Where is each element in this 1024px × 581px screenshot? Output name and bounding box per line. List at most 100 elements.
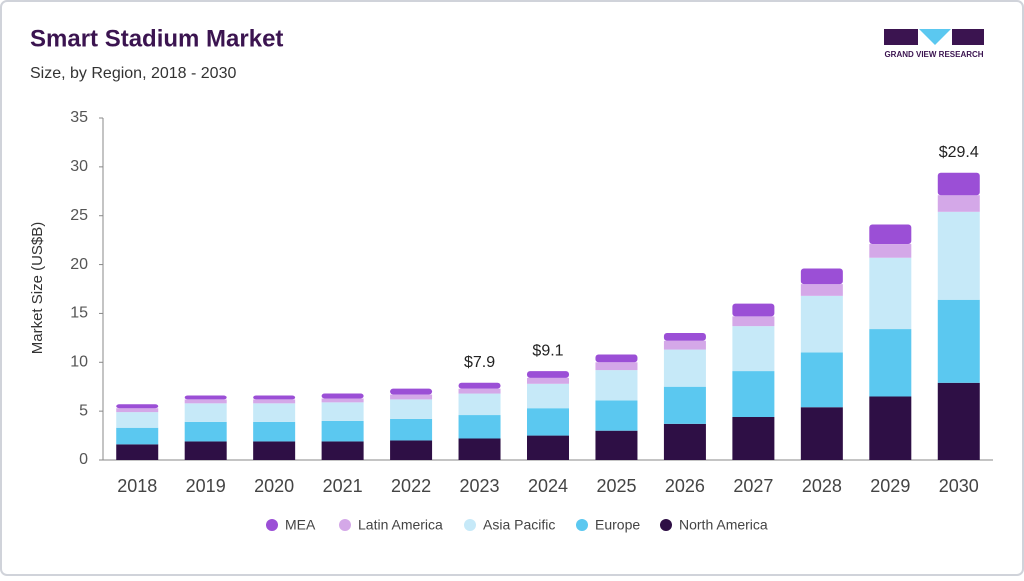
bar-segment	[253, 399, 296, 404]
bar-segment	[527, 377, 569, 384]
logo-block	[952, 29, 984, 45]
bar-segment	[321, 420, 364, 442]
bar-segment	[321, 402, 364, 421]
bar-segment	[390, 399, 433, 419]
x-tick-label: 2020	[254, 476, 294, 496]
bar-segment	[458, 388, 501, 394]
bar-segment	[937, 382, 980, 460]
bar-segment	[116, 444, 159, 460]
bar-segment	[390, 440, 433, 460]
legend-swatch	[266, 519, 278, 531]
y-tick-label: 10	[70, 354, 88, 371]
legend-label: Europe	[595, 517, 640, 533]
bar-segment	[184, 403, 227, 422]
bar-segment	[321, 398, 364, 403]
bar-segment	[869, 329, 912, 397]
chart-subtitle: Size, by Region, 2018 - 2030	[30, 65, 236, 82]
y-tick-label: 35	[70, 109, 88, 126]
bar-segment	[184, 399, 227, 404]
bar-segment	[800, 268, 843, 285]
chart-title: Smart Stadium Market	[30, 25, 283, 52]
x-tick-label: 2018	[117, 476, 157, 496]
x-tick-label: 2025	[596, 476, 636, 496]
bar-segment	[390, 394, 433, 400]
bar-segment	[390, 388, 433, 395]
bar-segment	[116, 427, 159, 445]
bar-segment	[595, 370, 638, 401]
value-label: $29.4	[939, 144, 979, 161]
bar-segment	[595, 400, 638, 431]
y-tick-label: 25	[70, 207, 88, 224]
bar-segment	[800, 407, 843, 460]
y-tick-label: 30	[70, 158, 88, 175]
bar-segment	[869, 224, 912, 245]
bar-segment	[800, 295, 843, 353]
bar-segment	[663, 349, 706, 387]
legend-swatch	[464, 519, 476, 531]
bar-segment	[184, 395, 227, 400]
bar-segment	[732, 303, 775, 317]
bar-segment	[937, 211, 980, 300]
y-tick-label: 0	[79, 451, 88, 468]
bar-segment	[184, 441, 227, 460]
bar-segment	[184, 421, 227, 442]
legend-label: Latin America	[358, 517, 443, 533]
bar-segment	[800, 352, 843, 408]
x-tick-label: 2023	[460, 476, 500, 496]
bar-segment	[663, 423, 706, 460]
bar-segment	[800, 284, 843, 296]
bar-segment	[869, 257, 912, 330]
legend-label: North America	[679, 517, 768, 533]
legend-swatch	[660, 519, 672, 531]
x-tick-label: 2030	[939, 476, 979, 496]
bar-segment	[116, 412, 159, 428]
bar-segment	[937, 195, 980, 212]
bar-segment	[732, 316, 775, 327]
bar-segment	[458, 382, 501, 389]
bar-segment	[732, 417, 775, 460]
legend-swatch	[339, 519, 351, 531]
bar-segment	[116, 404, 159, 409]
bar-segment	[595, 362, 638, 371]
bar-segment	[253, 403, 296, 422]
bar-segment	[595, 354, 638, 363]
bar-segment	[116, 408, 159, 413]
x-tick-label: 2026	[665, 476, 705, 496]
bar-segment	[527, 435, 569, 460]
bar-segment	[595, 430, 638, 460]
value-label: $9.1	[532, 342, 563, 359]
legend-label: MEA	[285, 517, 316, 533]
bar-segment	[390, 418, 433, 441]
bar-segment	[458, 438, 501, 460]
bar-segment	[253, 395, 296, 400]
x-tick-label: 2024	[528, 476, 568, 496]
value-label: $7.9	[464, 354, 495, 371]
bar-segment	[937, 299, 980, 383]
x-tick-label: 2027	[733, 476, 773, 496]
x-tick-label: 2028	[802, 476, 842, 496]
bar-segment	[663, 386, 706, 424]
bar-segment	[732, 326, 775, 372]
logo-block	[884, 29, 918, 45]
logo-text: GRAND VIEW RESEARCH	[884, 50, 983, 59]
y-tick-label: 5	[79, 402, 88, 419]
y-axis-label: Market Size (US$B)	[29, 222, 46, 355]
bar-segment	[937, 172, 980, 196]
x-tick-label: 2022	[391, 476, 431, 496]
x-tick-label: 2029	[870, 476, 910, 496]
y-tick-label: 20	[70, 256, 88, 273]
bar-segment	[253, 441, 296, 460]
bar-segment	[869, 396, 912, 460]
bar-segment	[458, 415, 501, 439]
legend-swatch	[576, 519, 588, 531]
legend-label: Asia Pacific	[483, 517, 555, 533]
bar-segment	[458, 393, 501, 416]
bar-segment	[732, 371, 775, 418]
bar-segment	[869, 244, 912, 258]
bar-segment	[321, 441, 364, 460]
bar-segment	[253, 421, 296, 442]
bar-segment	[527, 383, 569, 409]
bar-segment	[663, 340, 706, 350]
